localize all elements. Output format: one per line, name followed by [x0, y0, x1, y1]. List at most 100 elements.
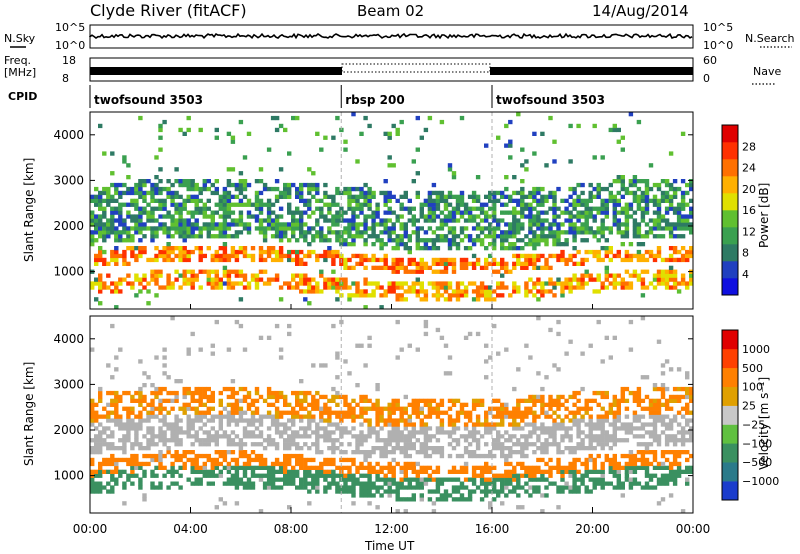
- heatmap-cell: [556, 242, 561, 247]
- heatmap-cell: [540, 194, 545, 199]
- heatmap-cell: [222, 386, 228, 392]
- heatmap-cell: [431, 434, 437, 439]
- heatmap-cell: [186, 127, 191, 133]
- heatmap-cell: [660, 226, 666, 231]
- heatmap-cell: [596, 481, 601, 486]
- heatmap-cell: [383, 218, 388, 223]
- heatmap-cell: [158, 390, 163, 396]
- heatmap-cell: [560, 473, 565, 478]
- heatmap-cell: [528, 202, 533, 207]
- heatmap-cell: [528, 257, 533, 263]
- heatmap-cell: [347, 442, 352, 447]
- heatmap-cell: [548, 414, 553, 419]
- heatmap-cell: [608, 249, 613, 255]
- heatmap-cell: [295, 238, 300, 243]
- heatmap-cell: [118, 426, 123, 431]
- heatmap-cell: [624, 214, 630, 219]
- heatmap-cell: [568, 426, 573, 431]
- heatmap-cell: [668, 473, 674, 478]
- heatmap-cell: [295, 390, 300, 396]
- heatmap-cell: [447, 371, 453, 376]
- heatmap-cell: [652, 402, 658, 407]
- heatmap-cell: [668, 273, 674, 278]
- heatmap-cell: [644, 285, 650, 290]
- heatmap-cell: [640, 210, 646, 215]
- heatmap-cell: [600, 230, 605, 235]
- heatmap-cell: [463, 335, 469, 340]
- heatmap-cell: [287, 253, 292, 259]
- heatmap-cell: [383, 481, 388, 486]
- heatmap-cell: [628, 453, 634, 459]
- heatmap-cell: [319, 414, 324, 419]
- heatmap-cell: [387, 442, 392, 447]
- heatmap-cell: [664, 182, 670, 188]
- heatmap-cell: [652, 450, 658, 455]
- heatmap-cell: [459, 485, 465, 490]
- heatmap-cell: [379, 465, 384, 470]
- heatmap-cell: [355, 285, 360, 290]
- heatmap-cell: [343, 450, 348, 455]
- heatmap-cell: [150, 438, 155, 443]
- heatmap-cell: [246, 418, 252, 423]
- heatmap-cell: [689, 426, 694, 431]
- heatmap-cell: [303, 261, 308, 266]
- heatmap-cell: [303, 430, 308, 435]
- heatmap-cell: [363, 218, 368, 223]
- heatmap-cell: [407, 434, 412, 439]
- heatmap-cell: [660, 277, 666, 282]
- colorbar-tick-label: 1000: [742, 343, 770, 356]
- heatmap-cell: [644, 234, 650, 239]
- heatmap-cell: [226, 477, 232, 482]
- heatmap-cell: [170, 469, 175, 474]
- heatmap-cell: [122, 238, 127, 243]
- heatmap-cell: [114, 390, 119, 396]
- heatmap-cell: [616, 175, 621, 180]
- heatmap-cell: [226, 206, 232, 211]
- heatmap-cell: [363, 198, 368, 203]
- heatmap-cell: [576, 210, 581, 215]
- heatmap-cell: [504, 347, 509, 352]
- heatmap-cell: [656, 438, 662, 443]
- heatmap-cell: [238, 171, 244, 176]
- heatmap-cell: [351, 253, 356, 259]
- heatmap-cell: [186, 194, 191, 199]
- heatmap-cell: [134, 277, 139, 282]
- heatmap-cell: [295, 473, 300, 478]
- heatmap-cell: [158, 410, 163, 415]
- heatmap-cell: [142, 273, 147, 278]
- heatmap-cell: [226, 182, 232, 188]
- heatmap-cell: [488, 226, 493, 231]
- heatmap-cell: [600, 485, 605, 490]
- heatmap-cell: [351, 485, 356, 490]
- heatmap-cell: [584, 489, 589, 494]
- heatmap-cell: [274, 273, 280, 278]
- heatmap-cell: [399, 202, 404, 207]
- heatmap-cell: [130, 202, 135, 207]
- heatmap-cell: [90, 485, 95, 490]
- heatmap-cell: [347, 297, 352, 302]
- heatmap-cell: [689, 226, 694, 231]
- heatmap-cell: [359, 430, 364, 435]
- heatmap-cell: [580, 285, 585, 290]
- heatmap-cell: [520, 202, 525, 207]
- heatmap-cell: [130, 253, 135, 259]
- heatmap-cell: [98, 249, 103, 255]
- heatmap-cell: [146, 281, 151, 286]
- heatmap-cell: [399, 430, 404, 435]
- heatmap-cell: [672, 434, 678, 439]
- heatmap-cell: [178, 485, 183, 490]
- heatmap-cell: [166, 390, 171, 396]
- heatmap-cell: [439, 481, 445, 486]
- heatmap-cell: [484, 343, 489, 348]
- heatmap-cell: [612, 457, 617, 463]
- heatmap-cell: [194, 277, 199, 282]
- heatmap-cell: [672, 418, 678, 423]
- heatmap-cell: [278, 190, 284, 196]
- heatmap-cell: [130, 281, 135, 286]
- heatmap-cell: [612, 394, 617, 400]
- heatmap-cell: [331, 285, 336, 290]
- heatmap-cell: [114, 394, 119, 400]
- heatmap-cell: [295, 430, 300, 435]
- heatmap-cell: [186, 182, 191, 188]
- heatmap-cell: [258, 465, 264, 470]
